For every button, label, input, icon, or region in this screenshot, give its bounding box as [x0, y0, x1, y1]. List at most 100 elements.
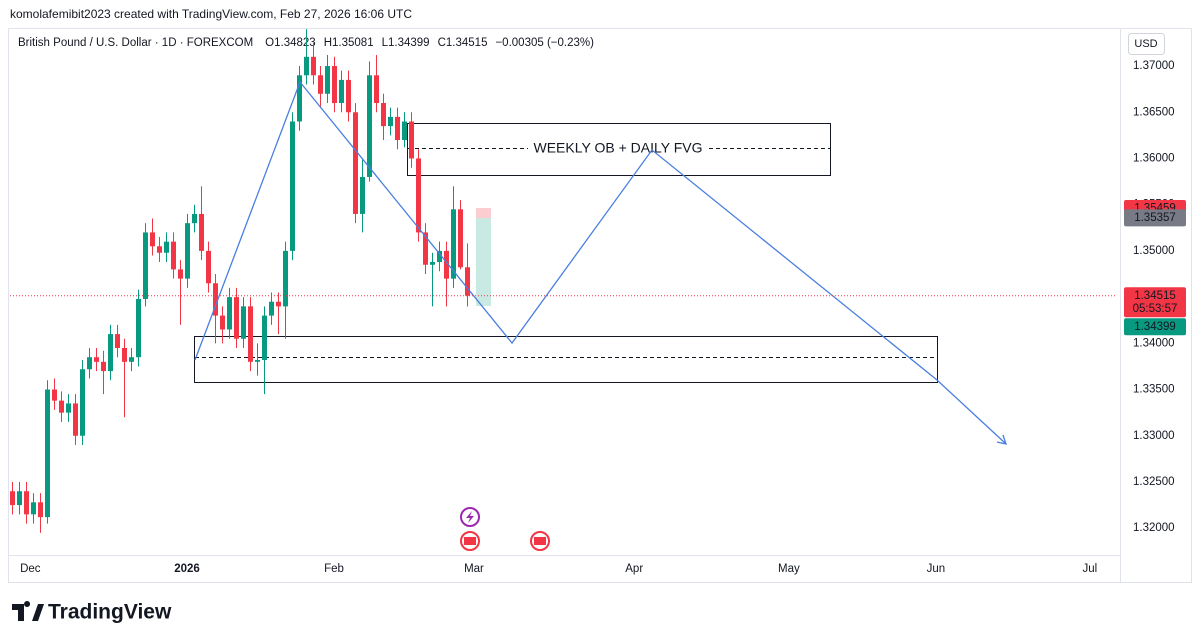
legend-letter: C	[438, 37, 446, 49]
candle-body	[24, 491, 29, 515]
candle-body	[416, 158, 421, 233]
candle-body	[164, 241, 169, 253]
logo-mark	[12, 601, 44, 621]
candle-body	[409, 121, 414, 159]
candle-body	[437, 250, 442, 262]
candle-body	[59, 400, 64, 413]
x-tick-label: Apr	[625, 563, 643, 575]
order-block-zone	[407, 123, 831, 176]
legend-value: 1.34399	[388, 37, 430, 49]
candle-body	[150, 232, 155, 247]
annotation-background	[528, 138, 708, 158]
candle-body	[381, 103, 386, 127]
candle-body	[367, 75, 372, 177]
x-tick-label: 2026	[174, 563, 200, 575]
candle-body	[458, 209, 463, 268]
y-tick-label: 1.32500	[1133, 476, 1175, 488]
candle-body	[465, 267, 470, 296]
candle-body	[31, 502, 36, 515]
candle-body	[297, 75, 302, 122]
brand: TradingView	[48, 601, 172, 624]
candle-body	[283, 250, 288, 307]
chart-frame	[8, 28, 1192, 583]
candle-body	[276, 301, 281, 307]
candle-body	[185, 223, 190, 279]
candles	[10, 29, 470, 533]
x-tick-label: Dec	[20, 563, 41, 575]
candle-body	[80, 369, 85, 436]
candle-body	[402, 121, 407, 140]
candle-body	[129, 357, 134, 362]
candle-body	[444, 250, 449, 279]
candle-body	[248, 306, 253, 362]
candle-body	[108, 334, 113, 372]
candle-body	[115, 334, 120, 348]
price-tag-label: 1.35357	[1134, 212, 1176, 224]
y-tick-label: 1.36000	[1133, 153, 1175, 165]
y-tick-label: 1.36500	[1133, 106, 1175, 118]
candle-body	[451, 209, 456, 279]
news-icon-glyph	[534, 537, 546, 545]
candle-body	[143, 232, 148, 299]
candle-body	[17, 491, 22, 506]
projection-arrow	[996, 434, 1007, 445]
x-tick-label: Mar	[464, 563, 484, 575]
y-tick-label: 1.32000	[1133, 522, 1175, 534]
candle-body	[374, 75, 379, 104]
event-icon-glyph	[466, 511, 474, 523]
candle-body	[262, 315, 267, 360]
candle-body	[206, 250, 211, 284]
candle-body	[318, 75, 323, 94]
candle-body	[73, 403, 78, 436]
candle-body	[227, 297, 232, 330]
candle-body	[353, 112, 358, 214]
candle-body	[241, 306, 246, 339]
candle-body	[157, 246, 162, 253]
candle-body	[304, 56, 309, 76]
legend-letter: L	[382, 37, 389, 49]
annotation: WEEKLY OB + DAILY FVG	[534, 140, 703, 156]
y-tick-label: 1.35000	[1133, 245, 1175, 257]
candle-body	[213, 283, 218, 316]
candle-body	[10, 491, 15, 506]
candle-body	[101, 361, 106, 372]
candle-body	[430, 261, 435, 265]
y-tick-label: 1.37000	[1133, 60, 1175, 72]
low-tag-label: 1.34399	[1134, 321, 1176, 333]
news-icon-glyph	[464, 537, 476, 545]
candle-body	[192, 213, 197, 224]
candle-body	[136, 298, 141, 358]
candle-body	[171, 241, 176, 270]
candle-body	[360, 176, 365, 214]
candle-body	[45, 389, 50, 518]
x-tick-label: Jul	[1082, 563, 1097, 575]
candle-body	[234, 297, 239, 339]
low-tag	[1124, 318, 1186, 336]
candle-body	[220, 315, 225, 330]
candle-body	[255, 359, 260, 362]
symbol: British Pound / U.S. Dollar · 1D · FOREX…	[18, 37, 253, 49]
legend-change: −0.00305 (−0.23%)	[495, 37, 594, 49]
legend-value: 1.34823	[274, 37, 316, 49]
candle-body	[38, 502, 43, 518]
x-tick-label: May	[778, 563, 800, 575]
candle-body	[388, 116, 393, 127]
legend-value: 1.35081	[332, 37, 374, 49]
candle-body	[346, 79, 351, 113]
candle-body	[395, 116, 400, 140]
candle-body	[290, 121, 295, 251]
price-tag	[1124, 209, 1186, 227]
candle-body	[199, 213, 204, 251]
countdown: 05:53:57	[1133, 303, 1178, 315]
y-tick-label: 1.33000	[1133, 430, 1175, 442]
position-stop	[476, 208, 491, 218]
currency-box[interactable]	[1128, 33, 1165, 55]
projection-path	[194, 80, 1006, 444]
currency[interactable]: USD	[1134, 38, 1157, 50]
candle-body	[339, 79, 344, 104]
candle-body	[66, 403, 71, 413]
candle-body	[269, 301, 274, 316]
candle-body	[52, 389, 57, 401]
